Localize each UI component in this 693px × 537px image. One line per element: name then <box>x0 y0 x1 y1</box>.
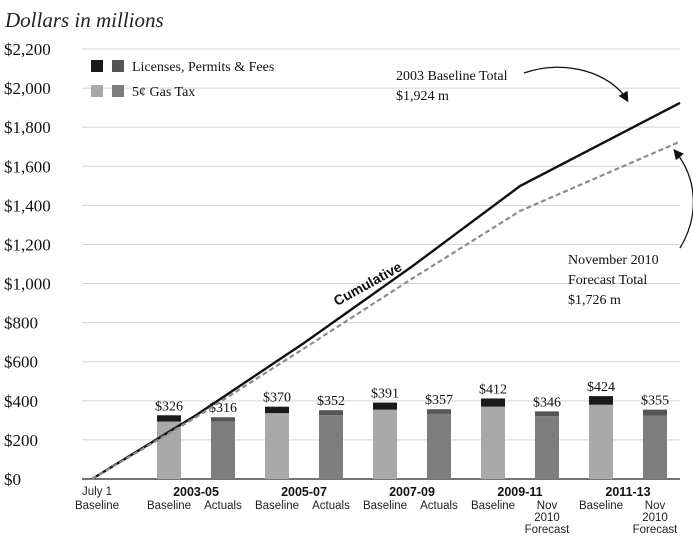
forecast-total-arrow <box>673 148 693 249</box>
y-tick-label: $2,000 <box>4 79 51 98</box>
chart-title: Dollars in millions <box>4 8 164 32</box>
bars: $326 $316$370 $352$391 $357$412$346$424$355 <box>155 380 669 479</box>
bar-total-label: $424 <box>587 380 615 395</box>
forecast-total-label: Forecast Total <box>568 273 647 288</box>
forecast-cumulative-line <box>91 140 681 480</box>
forecast-total-label: $1,726 m <box>568 293 621 308</box>
x-period-label: 2011-13 <box>605 485 650 499</box>
bar-gas-tax <box>319 415 343 479</box>
x-start-label: July 1 <box>82 486 112 498</box>
x-period-label: 2007-09 <box>389 485 435 499</box>
bar-gas-tax <box>373 409 397 479</box>
y-tick-label: $1,000 <box>4 275 51 294</box>
x-bar-label: Baseline <box>255 500 299 512</box>
x-bar-label: Baseline <box>147 500 191 512</box>
bar-gas-tax <box>643 415 667 479</box>
bar-licenses-fees <box>643 409 667 416</box>
bar-licenses-fees <box>319 410 343 416</box>
bar-total-label: $326 <box>155 399 183 414</box>
x-bar-label: Nov <box>645 500 666 512</box>
bar-gas-tax <box>589 404 613 479</box>
x-bar-label: Baseline <box>579 500 623 512</box>
bar-licenses-fees <box>373 402 397 410</box>
x-period-label: 2009-11 <box>497 485 542 499</box>
y-tick-label: $400 <box>4 392 38 411</box>
y-tick-label: $2,200 <box>4 40 51 59</box>
y-tick-label: $1,800 <box>4 118 51 137</box>
bar-licenses-fees <box>427 409 451 414</box>
bar-gas-tax <box>535 416 559 479</box>
legend-swatch-baseline <box>91 85 103 97</box>
y-tick-label: $800 <box>4 314 38 333</box>
x-bar-label: Forecast <box>633 524 679 536</box>
y-tick-label: $600 <box>4 353 38 372</box>
baseline-cumulative-line <box>91 101 681 481</box>
bar-total-label: $357 <box>425 393 453 408</box>
baseline-total-value: $1,924 m <box>396 89 449 104</box>
legend-swatch-baseline <box>91 60 103 72</box>
bar-gas-tax <box>427 413 451 479</box>
y-tick-label: $0 <box>4 470 21 489</box>
x-bar-label: 2010 <box>642 512 668 524</box>
bar-total-label: $412 <box>479 382 507 397</box>
bar-licenses-fees <box>481 398 505 407</box>
bar-gas-tax <box>211 421 235 479</box>
gridlines <box>82 48 680 480</box>
bar-total-label: $346 <box>533 395 561 410</box>
bar-licenses-fees <box>157 415 181 422</box>
y-tick-label: $1,400 <box>4 196 51 215</box>
bar-total-label: $352 <box>317 394 345 409</box>
legend-label: Licenses, Permits & Fees <box>132 60 274 75</box>
x-bar-label: Baseline <box>363 500 407 512</box>
legend-swatch-forecast <box>112 60 124 72</box>
bar-licenses-fees <box>211 417 235 422</box>
x-bar-label: Actuals <box>312 500 350 512</box>
bar-gas-tax <box>265 413 289 479</box>
x-bar-label: Baseline <box>471 500 515 512</box>
x-bar-label: Nov <box>537 500 558 512</box>
bar-total-label: $370 <box>263 391 291 406</box>
bar-licenses-fees <box>265 406 289 414</box>
forecast-total-label: November 2010 <box>568 253 659 268</box>
cumulative-lines <box>91 101 681 481</box>
x-period-label: 2003-05 <box>173 485 219 499</box>
legend-swatch-forecast <box>112 85 124 97</box>
bar-gas-tax <box>157 421 181 479</box>
legend: Licenses, Permits & Fees 5¢ Gas Tax <box>91 60 274 100</box>
baseline-total-label: 2003 Baseline Total <box>396 69 508 84</box>
bar-gas-tax <box>481 406 505 479</box>
y-tick-label: $1,600 <box>4 157 51 176</box>
y-tick-label: $200 <box>4 431 38 450</box>
y-axis: $0 $200 $400 $600 $800 $1,000 $1,200 $1,400 $1,6… <box>4 40 680 489</box>
bar-licenses-fees <box>535 411 559 417</box>
x-bar-label: Actuals <box>420 500 458 512</box>
bar-total-label: $355 <box>641 394 669 409</box>
bar-total-label: $391 <box>371 387 399 402</box>
x-bar-label: Forecast <box>525 524 571 536</box>
x-bar-label: Actuals <box>204 500 242 512</box>
y-tick-label: $1,200 <box>4 235 51 254</box>
bar-licenses-fees <box>589 396 613 405</box>
x-period-label: 2005-07 <box>281 485 327 499</box>
x-bar-label: 2010 <box>534 512 560 524</box>
legend-label: 5¢ Gas Tax <box>132 85 195 100</box>
x-start-label: Baseline <box>75 500 119 512</box>
baseline-total-arrow <box>523 66 629 103</box>
